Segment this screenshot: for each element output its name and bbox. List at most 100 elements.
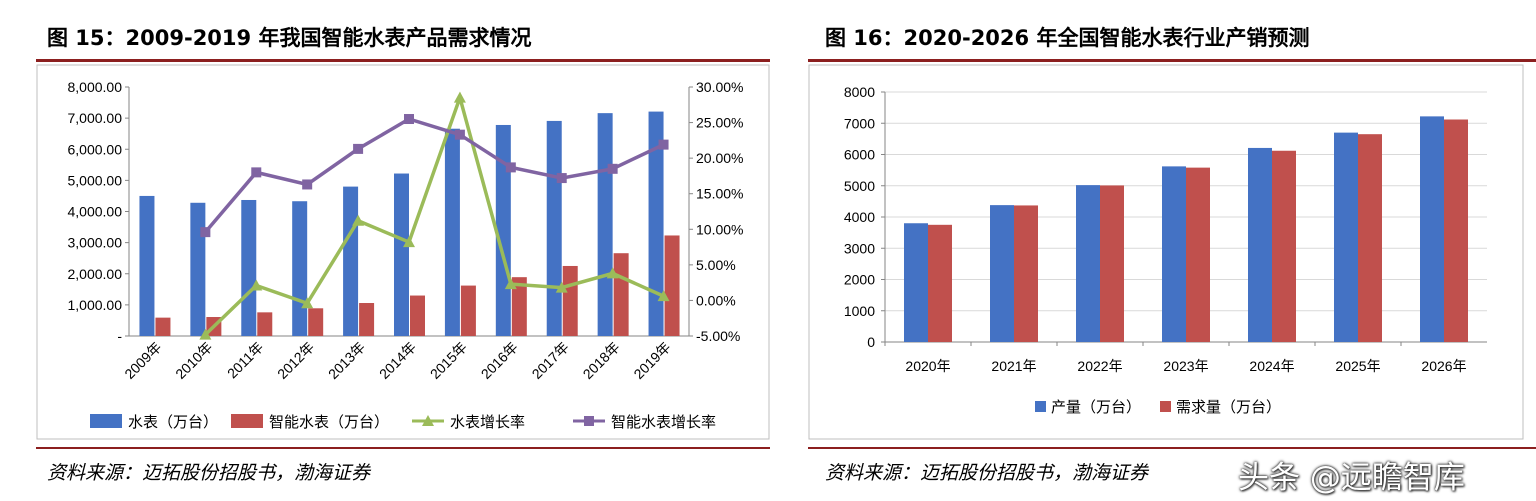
x-tick-label: 2012年 (274, 339, 317, 382)
figure-15: 图 15：2009-2019 年我国智能水表产品需求情况 - 1,000.00 2,… (36, 26, 770, 484)
chart-frame (808, 64, 1524, 440)
y-right-tick-label: 30.00% (696, 79, 743, 95)
point-smart-water-meter-growth (404, 114, 414, 125)
y-tick-label: 6000 (844, 147, 875, 163)
y-right-tick-label: 15.00% (696, 186, 743, 202)
bar-smart-water-meter (308, 308, 324, 336)
y-right-tick-label: 0.00% (696, 292, 736, 308)
bar-water-meter (343, 186, 359, 336)
bar-smart-water-meter (155, 317, 171, 336)
bottom-rule (808, 447, 1536, 449)
bar-water-meter (139, 195, 155, 336)
bar-production (1076, 185, 1100, 342)
bar-production (1162, 166, 1186, 342)
legend-label: 水表增长率 (450, 414, 525, 431)
bar-production (1248, 147, 1272, 342)
figure-title: 图 16：2020-2026 年全国智能水表行业产销预测 (825, 26, 1310, 50)
bar-demand (1444, 119, 1468, 342)
y-tick-label: 4000 (844, 209, 875, 225)
source-note: 资料来源：迈拓股份招股书，渤海证券 (825, 462, 1149, 484)
point-water-meter-growth (657, 290, 670, 302)
x-tick-label: 2025年 (1335, 358, 1380, 374)
bar-water-meter (292, 201, 308, 336)
y-left-tick-label: 3,000.00 (68, 235, 123, 251)
x-tick-label: 2013年 (325, 339, 368, 382)
bar-water-meter (444, 128, 460, 336)
x-tick-label: 2014年 (376, 339, 419, 382)
bar-smart-water-meter (664, 235, 680, 336)
y-right-tick-label: -5.00% (696, 328, 740, 344)
x-tick-label: 2009年 (121, 339, 164, 382)
y-tick-label: 8000 (844, 84, 875, 100)
y-tick-label: 7000 (844, 115, 875, 131)
y-right-tick-label: 10.00% (696, 221, 743, 237)
source-note: 资料来源：迈拓股份招股书，渤海证券 (47, 462, 371, 484)
chart-water-meter-demand: - 1,000.00 2,000.00 3,000.00 4,000.00 5,000.0… (36, 64, 770, 440)
point-water-meter-growth (504, 278, 517, 290)
legend-label: 水表（万台） (128, 414, 218, 431)
y-left-tick-label: 5,000.00 (68, 172, 123, 188)
bar-smart-water-meter (562, 265, 578, 336)
point-smart-water-meter-growth (353, 143, 364, 154)
x-tick-label: 2015年 (427, 339, 470, 382)
point-water-meter-growth (301, 297, 314, 309)
y-left-tick-label: 7,000.00 (68, 110, 123, 126)
x-tick-label: 2016年 (478, 339, 521, 382)
y-tick-label: 3000 (844, 240, 875, 256)
legend-swatch (90, 414, 122, 428)
point-smart-water-meter-growth (556, 173, 567, 184)
legend-marker (584, 416, 594, 426)
y-left-tick-label: - (117, 328, 122, 344)
bar-water-meter (241, 199, 257, 336)
legend-label: 智能水表（万台） (269, 413, 389, 431)
point-water-meter-growth (555, 281, 568, 293)
bar-production (1334, 132, 1358, 342)
bar-water-meter (597, 113, 613, 336)
x-tick-label: 2019年 (630, 339, 673, 382)
point-smart-water-meter-growth (658, 139, 669, 150)
legend-label: 产量（万台） (1051, 399, 1141, 416)
y-right-tick-label: 20.00% (696, 150, 743, 166)
bar-production (904, 223, 928, 342)
top-rule (808, 59, 1536, 62)
bar-demand (1100, 185, 1124, 342)
point-smart-water-meter-growth (607, 163, 618, 174)
legend-swatch (1035, 401, 1046, 412)
y-tick-label: 2000 (844, 272, 875, 288)
top-rule (36, 59, 770, 62)
point-water-meter-growth (606, 267, 619, 279)
bar-water-meter (394, 173, 409, 336)
point-smart-water-meter-growth (505, 162, 516, 173)
figure-title: 图 15：2009-2019 年我国智能水表产品需求情况 (47, 26, 532, 50)
legend-swatch (231, 414, 263, 428)
line-smart-water-meter-growth (204, 117, 665, 234)
legend-swatch (1160, 401, 1171, 412)
chart-production-forecast: 0 1000 2000 3000 4000 5000 6000 7000 8000 2020年 20… (808, 64, 1524, 440)
bar-smart-water-meter (359, 303, 375, 336)
point-water-meter-growth (453, 91, 466, 103)
chart-frame (36, 64, 770, 440)
bar-demand (1358, 134, 1382, 342)
x-tick-label: 2023年 (1163, 358, 1208, 374)
point-water-meter-growth (403, 236, 415, 248)
bottom-rule (36, 447, 770, 449)
bar-demand (1272, 150, 1296, 342)
y-right-tick-label: 5.00% (696, 257, 736, 273)
x-tick-label: 2022年 (1077, 358, 1122, 374)
point-smart-water-meter-growth (251, 167, 262, 178)
bar-smart-water-meter (410, 295, 425, 336)
x-tick-label: 2010年 (172, 339, 215, 382)
line-water-meter-growth (204, 91, 665, 336)
bar-demand (1186, 167, 1210, 342)
legend-label: 智能水表增长率 (611, 413, 716, 431)
x-tick-label: 2024年 (1249, 358, 1294, 374)
x-tick-label: 2017年 (529, 339, 572, 382)
y-tick-label: 5000 (844, 178, 875, 194)
y-left-tick-label: 8,000.00 (68, 79, 123, 95)
legend-marker (422, 415, 434, 426)
bar-smart-water-meter (460, 285, 476, 336)
x-tick-label: 2021年 (991, 358, 1036, 374)
bar-production (990, 205, 1014, 342)
bar-demand (1014, 205, 1038, 342)
y-left-tick-label: 1,000.00 (68, 297, 123, 313)
